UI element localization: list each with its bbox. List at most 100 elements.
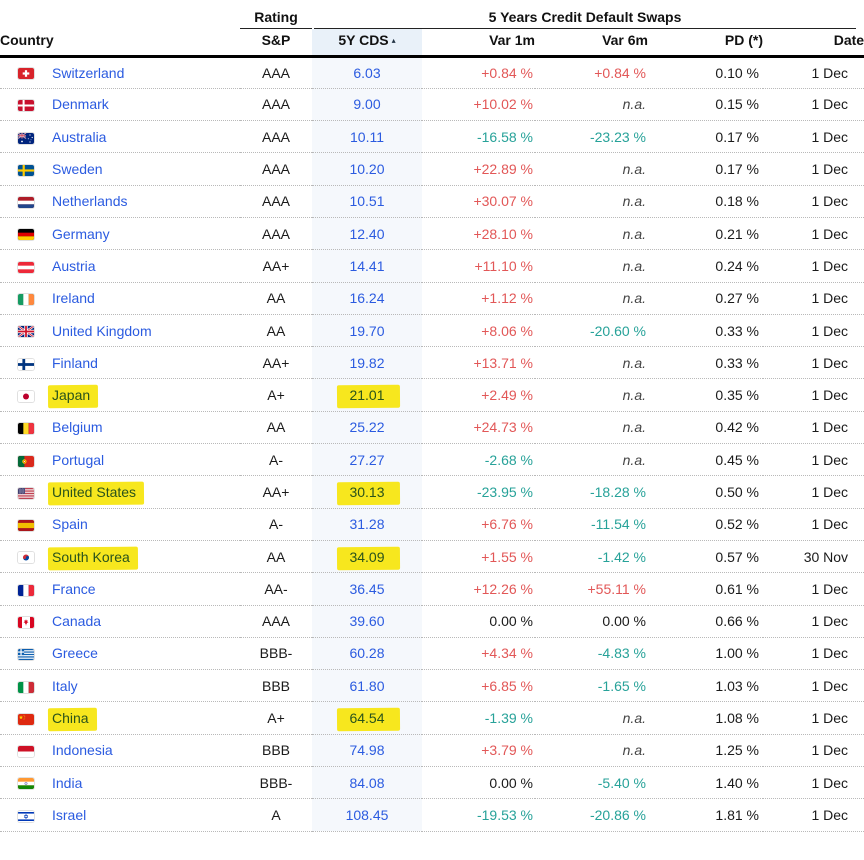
var6m-cell: -1.42 % — [535, 540, 648, 574]
table-row: Germany AAA 12.40 +28.10 % n.a. 0.21 % 1 Dec — [0, 217, 864, 251]
country-link-italy[interactable]: Italy — [52, 677, 78, 694]
var6m-cell: n.a. — [535, 185, 648, 218]
sp-rating-cell: AA- — [240, 572, 312, 606]
country-link-south-korea[interactable]: South Korea — [52, 548, 130, 565]
flag-sweden-icon — [18, 164, 34, 176]
date-cell: 1 Dec — [763, 637, 864, 671]
pd-cell: 0.10 % — [648, 56, 763, 89]
col-header-sp[interactable]: S&P — [240, 29, 312, 58]
cds-value: 12.40 — [349, 225, 385, 242]
pd-cell: 0.17 % — [648, 120, 763, 154]
date-cell: 1 Dec — [763, 185, 864, 218]
flag-united-states-icon — [18, 487, 34, 499]
country-link-united-kingdom[interactable]: United Kingdom — [52, 322, 152, 339]
sp-rating-cell: BBB- — [240, 637, 312, 671]
date-cell: 1 Dec — [763, 475, 864, 509]
flag-germany-icon — [18, 229, 34, 241]
col-header-country[interactable]: Country — [0, 29, 240, 58]
country-cell: Netherlands — [0, 185, 240, 218]
sp-rating-cell: AAA — [240, 152, 312, 186]
cds-value: 10.11 — [350, 128, 384, 145]
country-link-portugal[interactable]: Portugal — [52, 451, 105, 468]
cds-value: 34.09 — [349, 548, 385, 565]
country-link-denmark[interactable]: Denmark — [52, 96, 109, 113]
country-link-japan[interactable]: Japan — [52, 387, 91, 404]
country-link-spain[interactable]: Spain — [52, 516, 88, 533]
var6m-cell: n.a. — [535, 152, 648, 186]
cds-value-cell: 12.40 — [312, 217, 422, 251]
col-header-pd[interactable]: PD (*) — [648, 29, 763, 58]
var6m-cell: n.a. — [535, 411, 648, 445]
country-link-netherlands[interactable]: Netherlands — [52, 193, 128, 210]
country-link-united-states[interactable]: United States — [52, 484, 137, 500]
country-link-belgium[interactable]: Belgium — [52, 419, 103, 436]
col-header-5y-cds[interactable]: 5Y CDS ▴ — [312, 29, 422, 58]
cds-value: 108.45 — [345, 806, 389, 823]
country-link-israel[interactable]: Israel — [52, 806, 87, 823]
flag-portugal-icon — [18, 455, 34, 467]
cds-table-header: Rating 5 Years Credit Default Swaps Coun… — [0, 0, 864, 58]
group-header-empty — [0, 0, 240, 29]
var6m-cell: -20.60 % — [535, 314, 648, 348]
col-header-var6m[interactable]: Var 6m — [535, 29, 648, 58]
pd-cell: 0.57 % — [648, 540, 763, 574]
col-header-date[interactable]: Date — [763, 29, 864, 58]
pd-cell: 0.61 % — [648, 572, 763, 606]
sp-rating-cell: BBB — [240, 669, 312, 703]
cds-value-cell: 61.80 — [312, 669, 422, 703]
date-cell: 30 Nov — [763, 540, 864, 574]
var1m-cell: +0.84 % — [422, 56, 535, 89]
date-cell: 1 Dec — [763, 508, 864, 541]
var1m-cell: +3.79 % — [422, 734, 535, 768]
var1m-cell: +8.06 % — [422, 314, 535, 348]
flag-austria-icon — [18, 261, 34, 273]
pd-cell: 1.40 % — [648, 766, 763, 800]
country-link-sweden[interactable]: Sweden — [52, 161, 103, 178]
country-link-india[interactable]: India — [52, 774, 83, 791]
country-link-australia[interactable]: Australia — [52, 128, 107, 145]
table-row: Spain A- 31.28 +6.76 % -11.54 % 0.52 % 1 Dec — [0, 508, 864, 541]
var1m-cell: -19.53 % — [422, 798, 535, 832]
var6m-cell: n.a. — [535, 734, 648, 768]
country-link-indonesia[interactable]: Indonesia — [52, 742, 113, 759]
country-cell: Finland — [0, 346, 240, 380]
country-cell: Portugal — [0, 443, 240, 477]
var1m-cell: -23.95 % — [422, 475, 535, 509]
var1m-cell: 0.00 % — [422, 605, 535, 638]
cds-value-cell: 16.24 — [312, 282, 422, 315]
var1m-cell: +6.76 % — [422, 508, 535, 541]
country-link-china[interactable]: China — [52, 710, 89, 727]
country-cell: Canada — [0, 605, 240, 638]
date-cell: 1 Dec — [763, 701, 864, 735]
col-header-var1m[interactable]: Var 1m — [422, 29, 535, 58]
sp-rating-cell: BBB- — [240, 766, 312, 800]
country-link-germany[interactable]: Germany — [52, 225, 110, 242]
pd-cell: 1.03 % — [648, 669, 763, 703]
cds-value: 27.27 — [349, 451, 385, 468]
flag-ireland-icon — [18, 294, 34, 306]
var6m-cell: -11.54 % — [535, 508, 648, 541]
country-link-switzerland[interactable]: Switzerland — [52, 64, 125, 81]
flag-israel-icon — [18, 810, 34, 822]
country-link-france[interactable]: France — [52, 580, 96, 597]
pd-cell: 0.21 % — [648, 217, 763, 251]
date-cell: 1 Dec — [763, 734, 864, 768]
flag-china-icon — [18, 713, 34, 725]
country-link-finland[interactable]: Finland — [52, 354, 98, 371]
table-row: Canada AAA 39.60 0.00 % 0.00 % 0.66 % 1 Dec — [0, 605, 864, 638]
sp-rating-cell: AAA — [240, 605, 312, 638]
country-link-austria[interactable]: Austria — [52, 257, 96, 274]
var1m-cell: +11.10 % — [422, 249, 535, 283]
country-link-canada[interactable]: Canada — [52, 613, 102, 630]
var6m-cell: -5.40 % — [535, 766, 648, 800]
cds-value-cell: 74.98 — [312, 734, 422, 768]
pd-cell: 1.00 % — [648, 637, 763, 671]
country-link-ireland[interactable]: Ireland — [52, 290, 95, 307]
sp-rating-cell: AA — [240, 282, 312, 315]
country-cell: United States — [0, 475, 240, 509]
table-row: Denmark AAA 9.00 +10.02 % n.a. 0.15 % 1 Dec — [0, 88, 864, 122]
sp-rating-cell: AAA — [240, 120, 312, 154]
country-cell: Japan — [0, 378, 240, 412]
var6m-cell: +0.84 % — [535, 56, 648, 89]
country-link-greece[interactable]: Greece — [52, 645, 98, 662]
